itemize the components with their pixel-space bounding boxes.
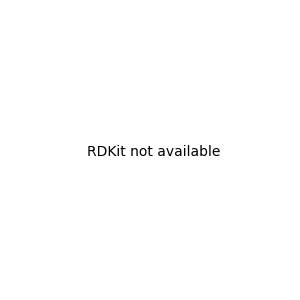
Text: RDKit not available: RDKit not available xyxy=(87,145,220,158)
